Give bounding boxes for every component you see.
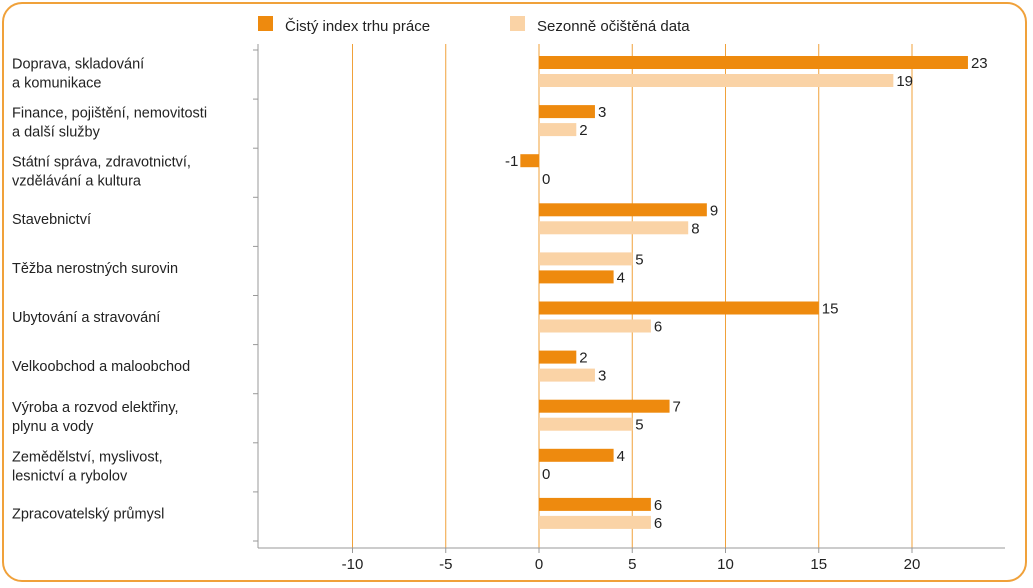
data-label: 6 [654,515,662,532]
bar [539,301,819,315]
category-label: Těžba nerostných surovin [12,261,178,277]
category-label-line: Stavebnictví [12,212,91,228]
bar [539,417,633,431]
category-label-line: Velkoobchod a maloobchod [12,359,190,375]
bar [539,515,651,529]
x-tick-label: 20 [904,556,921,573]
data-label: 5 [635,417,643,434]
bar [539,203,707,217]
bar [520,154,539,168]
data-label: 4 [617,448,625,465]
category-label-line: Doprava, skladování [12,57,144,73]
category-label: Velkoobchod a maloobchod [12,359,190,375]
data-label: 6 [654,319,662,336]
data-label: 5 [635,251,643,268]
x-tick-label: 5 [628,556,636,573]
category-label: Výroba a rozvod elektřiny, plynu a vody [12,400,179,435]
bar [539,270,614,284]
data-label: 6 [654,497,662,514]
bar [539,123,577,137]
bar [539,252,633,266]
data-label: 4 [617,269,625,286]
data-label: -1 [505,153,518,170]
category-label-line: Státní správa, zdravotnictví, [12,155,191,171]
category-label: Ubytování a stravování [12,310,160,326]
bar [539,105,595,119]
bar [539,368,595,382]
bar [539,319,651,333]
bar [539,497,651,511]
data-label: 19 [896,73,913,90]
category-label: Státní správa, zdravotnictví, vzdělávání … [12,155,191,190]
data-label: 9 [710,202,718,219]
data-label: 23 [971,55,988,72]
category-label-line: lesnictví a rybolov [12,468,128,484]
chart-frame [2,2,1027,582]
category-label-line: Výroba a rozvod elektřiny, [12,400,179,416]
category-label-line: Těžba nerostných surovin [12,261,178,277]
bar [539,350,577,364]
category-label-line: plynu a vody [12,419,94,435]
data-label: 2 [579,350,587,367]
category-label-line: Finance, pojištění, nemovitosti [12,106,207,122]
x-tick-label: 15 [810,556,827,573]
bar [539,221,689,235]
x-tick-label: 0 [535,556,543,573]
category-label-line: a další služby [12,125,101,141]
data-label: 8 [691,220,699,237]
category-label: Zpracovatelský průmysl [12,506,164,522]
data-label: 0 [542,466,550,483]
legend-label: Čistý index trhu práce [285,18,430,35]
category-label: Doprava, skladování a komunikace [12,57,144,92]
legend-swatch [258,16,273,31]
legend-label: Sezonně očištěná data [537,18,690,35]
x-tick-label: -10 [342,556,364,573]
x-tick-label: 10 [717,556,734,573]
category-label-line: vzdělávání a kultura [12,174,142,190]
bar [539,56,968,69]
x-tick-label: -5 [439,556,452,573]
category-label: Finance, pojištění, nemovitosti a další s… [12,106,207,141]
data-label: 3 [598,368,606,385]
category-label-line: a komunikace [12,76,101,92]
legend-swatch [510,16,525,31]
data-label: 3 [598,104,606,121]
bar [539,399,670,413]
category-label: Zemědělství, myslivost, lesnictví a rybol… [12,449,163,484]
category-label-line: Ubytování a stravování [12,310,160,326]
data-label: 7 [673,399,681,416]
data-label: 2 [579,122,587,139]
category-label-line: Zpracovatelský průmysl [12,506,164,522]
bar [539,74,894,87]
data-label: 15 [822,301,839,318]
data-label: 0 [542,171,550,188]
bar [539,448,614,462]
category-label: Stavebnictví [12,212,91,228]
category-label-line: Zemědělství, myslivost, [12,449,163,465]
